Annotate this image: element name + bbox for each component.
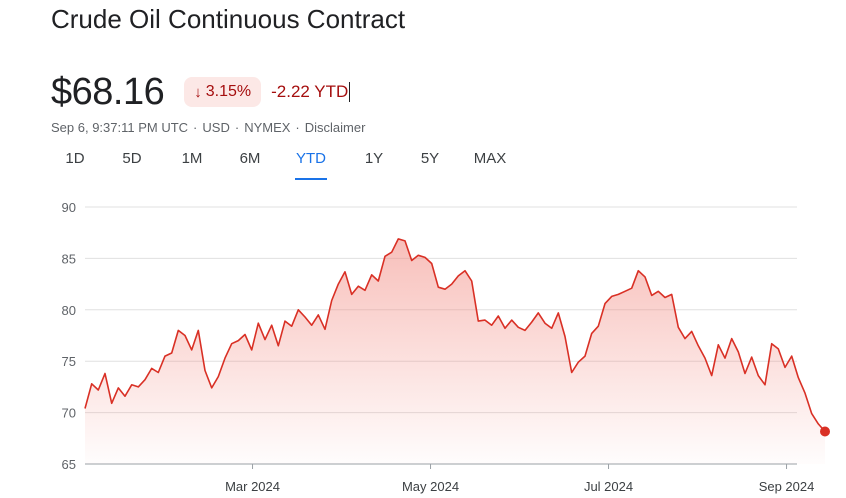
x-tick-label: Sep 2024 [759, 479, 815, 494]
y-tick-label: 85 [62, 251, 76, 266]
meta-currency: USD [202, 120, 230, 135]
tab-1y[interactable]: 1Y [364, 150, 384, 167]
arrow-down-icon: ↓ [194, 83, 202, 101]
range-tabs: 1D 5D 1M 6M YTD 1Y 5Y MAX [60, 150, 510, 180]
quote-meta: Sep 6, 9:37:11 PM UTC · USD · NYMEX · Disclaim… [51, 120, 366, 135]
change-percent: 3.15% [205, 83, 252, 100]
tab-ytd[interactable]: YTD [295, 150, 327, 180]
tab-1d[interactable]: 1D [65, 150, 85, 167]
ytd-change: -2.22 YTD [271, 82, 351, 102]
y-tick-label: 80 [62, 303, 76, 318]
tab-1m[interactable]: 1M [181, 150, 203, 167]
tab-5y[interactable]: 5Y [420, 150, 440, 167]
text-cursor [349, 82, 351, 102]
quote-row: $68.16 ↓ 3.15% -2.22 YTD [51, 70, 351, 114]
tab-max[interactable]: MAX [473, 150, 507, 167]
x-tick-label: Mar 2024 [225, 479, 280, 494]
series-line [84, 238, 826, 433]
change-badge: ↓ 3.15% [184, 77, 262, 107]
meta-timestamp: Sep 6, 9:37:11 PM UTC [51, 120, 189, 135]
current-price: $68.16 [51, 70, 165, 113]
price-chart[interactable]: 65 70 75 80 85 90 Mar 2024 May 2024 Jul 2024 Sep … [0, 190, 846, 498]
ytd-change-text: -2.22 YTD [271, 82, 349, 101]
x-tick-label: Jul 2024 [584, 479, 633, 494]
disclaimer-link[interactable]: Disclaimer [304, 120, 366, 135]
tab-6m[interactable]: 6M [239, 150, 261, 167]
y-tick-label: 70 [62, 406, 76, 421]
x-tick-label: May 2024 [402, 479, 459, 494]
y-tick-label: 90 [62, 200, 76, 215]
meta-exchange: NYMEX [244, 120, 291, 135]
tab-5d[interactable]: 5D [122, 150, 142, 167]
y-tick-label: 75 [62, 354, 76, 369]
last-price-point [820, 426, 830, 437]
page-title: Crude Oil Continuous Contract [51, 4, 406, 34]
series-area [85, 238, 825, 464]
y-tick-label: 65 [62, 457, 76, 472]
